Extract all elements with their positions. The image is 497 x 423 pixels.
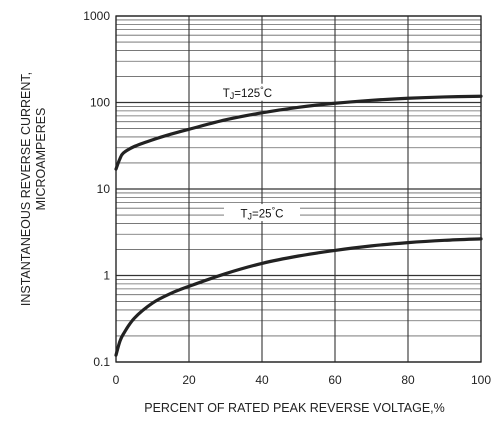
x-tick-label: 80 [401, 373, 415, 387]
x-axis-title: PERCENT OF RATED PEAK REVERSE VOLTAGE,% [144, 401, 445, 415]
series-line [114, 94, 483, 171]
y-axis-title-line-1: INSTANTANEOUS REVERSE CURRENT, [19, 72, 33, 306]
x-tick-label: 100 [471, 373, 491, 387]
y-tick-labels: 0.1 1 10 100 1000 [83, 9, 110, 369]
x-tick-labels: 0 20 40 60 80 100 [113, 373, 492, 387]
grid-minor [116, 19, 481, 337]
y-tick-label: 10 [97, 182, 111, 196]
y-tick-label: 1000 [83, 9, 110, 23]
annotation-box [209, 83, 286, 101]
annotation-layer: TJ=125°C TJ=25°C [209, 83, 300, 222]
series-line [114, 237, 483, 357]
y-axis-title-line-2: MICROAMPERES [34, 108, 48, 211]
plot-frame [115, 15, 482, 363]
series-layer [114, 94, 483, 357]
annotation-label: TJ=125°C [223, 85, 272, 101]
annotation-box [224, 204, 300, 222]
x-tick-label: 20 [182, 373, 196, 387]
y-tick-label: 0.1 [93, 355, 110, 369]
y-tick-label: 1 [103, 269, 110, 283]
y-tick-label: 100 [90, 96, 110, 110]
x-tick-label: 60 [328, 373, 342, 387]
annotation-label: TJ=25°C [241, 206, 284, 222]
x-tick-label: 40 [255, 373, 269, 387]
x-tick-label: 0 [113, 373, 120, 387]
